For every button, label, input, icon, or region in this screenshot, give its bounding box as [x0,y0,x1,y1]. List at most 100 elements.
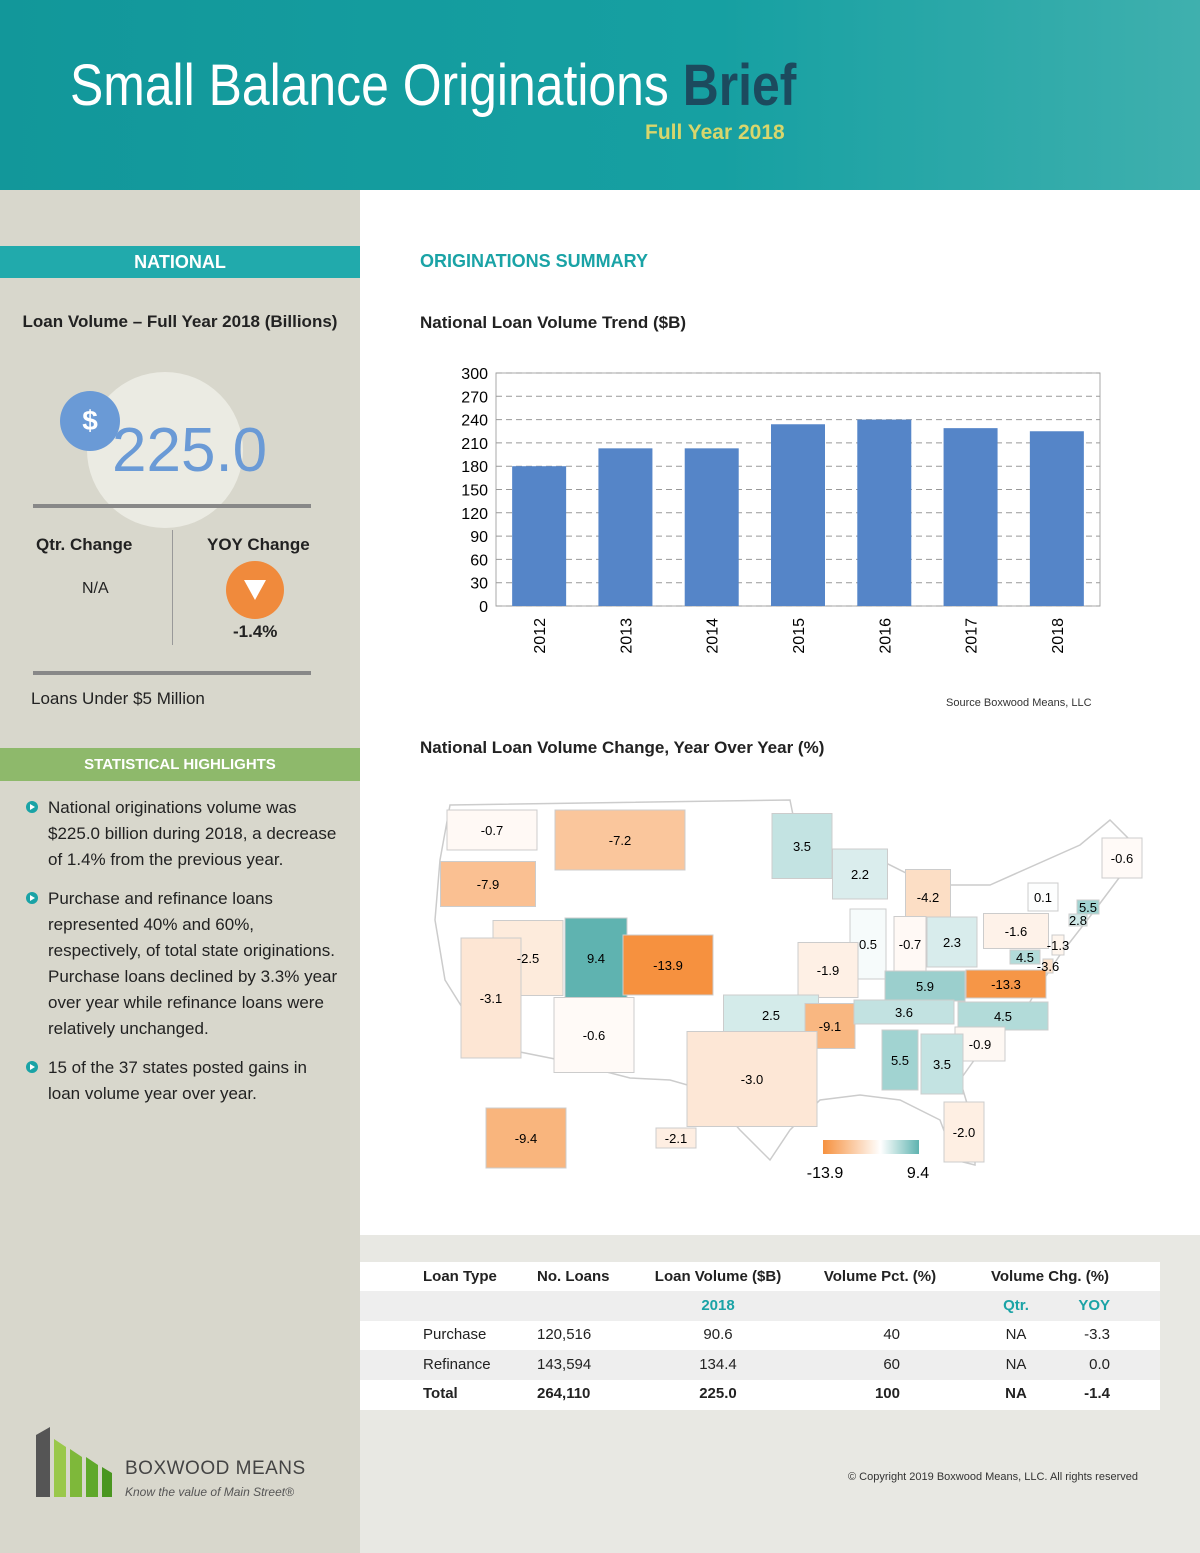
table-header: No. Loans [537,1268,610,1285]
state [797,942,859,998]
state [655,1127,697,1149]
state-label: 5.5 [1079,900,1097,915]
table-header: Volume Chg. (%) [990,1268,1110,1285]
y-tick-label: 0 [479,599,488,616]
state [1068,913,1088,927]
state [893,916,927,972]
bullet [26,892,38,904]
state [920,1033,964,1095]
section-bar: NATIONAL [0,246,360,278]
table-header: Loan Volume ($B) [654,1268,782,1285]
state [485,1107,567,1169]
state-label: 3.6 [895,1005,913,1020]
state-label: -3.0 [741,1072,763,1087]
table-subheader: Qtr. [1003,1297,1029,1314]
state-label: 0.1 [1034,890,1052,905]
bar-chart: 0 30 60 90 120 150 180 210 240 270 300 2012 2013 2014… [461,366,1101,654]
y-tick-label: 60 [470,552,488,569]
currency-badge: $ [60,391,120,451]
y-tick-label: 150 [461,483,488,500]
table-cell: 143,594 [537,1355,592,1373]
bar [684,448,739,606]
state-label: -9.1 [819,1019,841,1034]
bar [1029,431,1084,606]
state [943,1101,985,1163]
table-row-bg [360,1380,1160,1410]
state [622,934,714,996]
highlight: Purchase and refinance loans represented… [48,889,338,1038]
table-cell: Refinance [423,1355,491,1373]
state-label: -0.6 [583,1028,605,1043]
state-label: -0.7 [481,823,503,838]
state-label: 4.5 [994,1009,1012,1024]
state-label: 4.5 [1016,950,1034,965]
state [832,848,888,900]
table-header: Loan Type [423,1268,497,1285]
state [983,913,1049,949]
x-tick-label: 2015 [791,618,808,654]
y-tick-label: 210 [461,436,488,453]
state-label: 0.5 [859,937,877,952]
table-cell: NA [1005,1326,1027,1343]
state [881,1029,919,1091]
state [1051,934,1065,956]
y-tick-label: 180 [461,459,488,476]
state [1009,949,1041,965]
bar [943,428,998,606]
state-label: -1.6 [1005,924,1027,939]
table-row-bg [360,1321,1160,1351]
state [1027,882,1059,912]
header-title-wrap: Small Balance Originations Brief [70,52,796,119]
state-label: 5.9 [916,979,934,994]
table: Loan Type No. Loans Loan Volume ($B) Volume… [360,1262,1160,1410]
map-title: National Loan Volume Change, Year Over Y… [420,738,825,757]
x-tick-label: 2014 [705,618,722,654]
state [553,997,635,1073]
y-tick-label: 90 [470,529,488,546]
state-label: -3.1 [480,991,502,1006]
volume-circle [87,372,243,528]
state-label: 5.5 [891,1053,909,1068]
summary-title: ORIGINATIONS SUMMARY [420,251,648,271]
note: Loans Under $5 Million [31,689,205,708]
subtitle: Full Year 2018 [645,121,785,144]
state-label: -7.9 [477,877,499,892]
qtr-label: Qtr. Change [36,535,133,554]
state-label: -3.6 [1037,959,1059,974]
table-cell: Total [423,1385,458,1402]
state-label: -13.3 [991,977,1021,992]
state [853,999,955,1025]
bar [771,424,825,606]
state [905,869,951,925]
y-tick-label: 300 [461,366,488,383]
table-cell: 264,110 [537,1385,591,1402]
highlight: National originations volume was $225.0 … [48,798,337,869]
bar [512,466,567,606]
table-cell: -3.3 [1084,1326,1110,1343]
yoy-label: YOY Change [207,535,310,554]
state-label: -0.6 [1111,851,1133,866]
state [686,1031,818,1127]
state [564,917,628,999]
x-tick-label: 2017 [964,618,981,654]
table-cell: Purchase [423,1326,487,1343]
state [965,969,1047,999]
state [957,1001,1049,1031]
header: Small Balance Originations Brief Full Ye… [0,0,1200,190]
legend-bar [823,1140,919,1154]
title-accent: Brief [682,53,797,118]
legend-max: 9.4 [907,1165,929,1182]
state-label: 2.8 [1069,913,1087,928]
state-label: -2.0 [953,1125,975,1140]
table-subheader: 2018 [701,1297,735,1314]
state-label: -4.2 [917,890,939,905]
table-cell: -1.4 [1084,1385,1110,1402]
table-cell: NA [1005,1355,1027,1373]
state [1042,958,1054,974]
loan-volume: 225.0 [112,416,268,485]
divider [33,504,311,508]
state-label: -1.3 [1047,938,1069,953]
state [446,809,538,851]
table-cell: 60 [883,1355,900,1373]
